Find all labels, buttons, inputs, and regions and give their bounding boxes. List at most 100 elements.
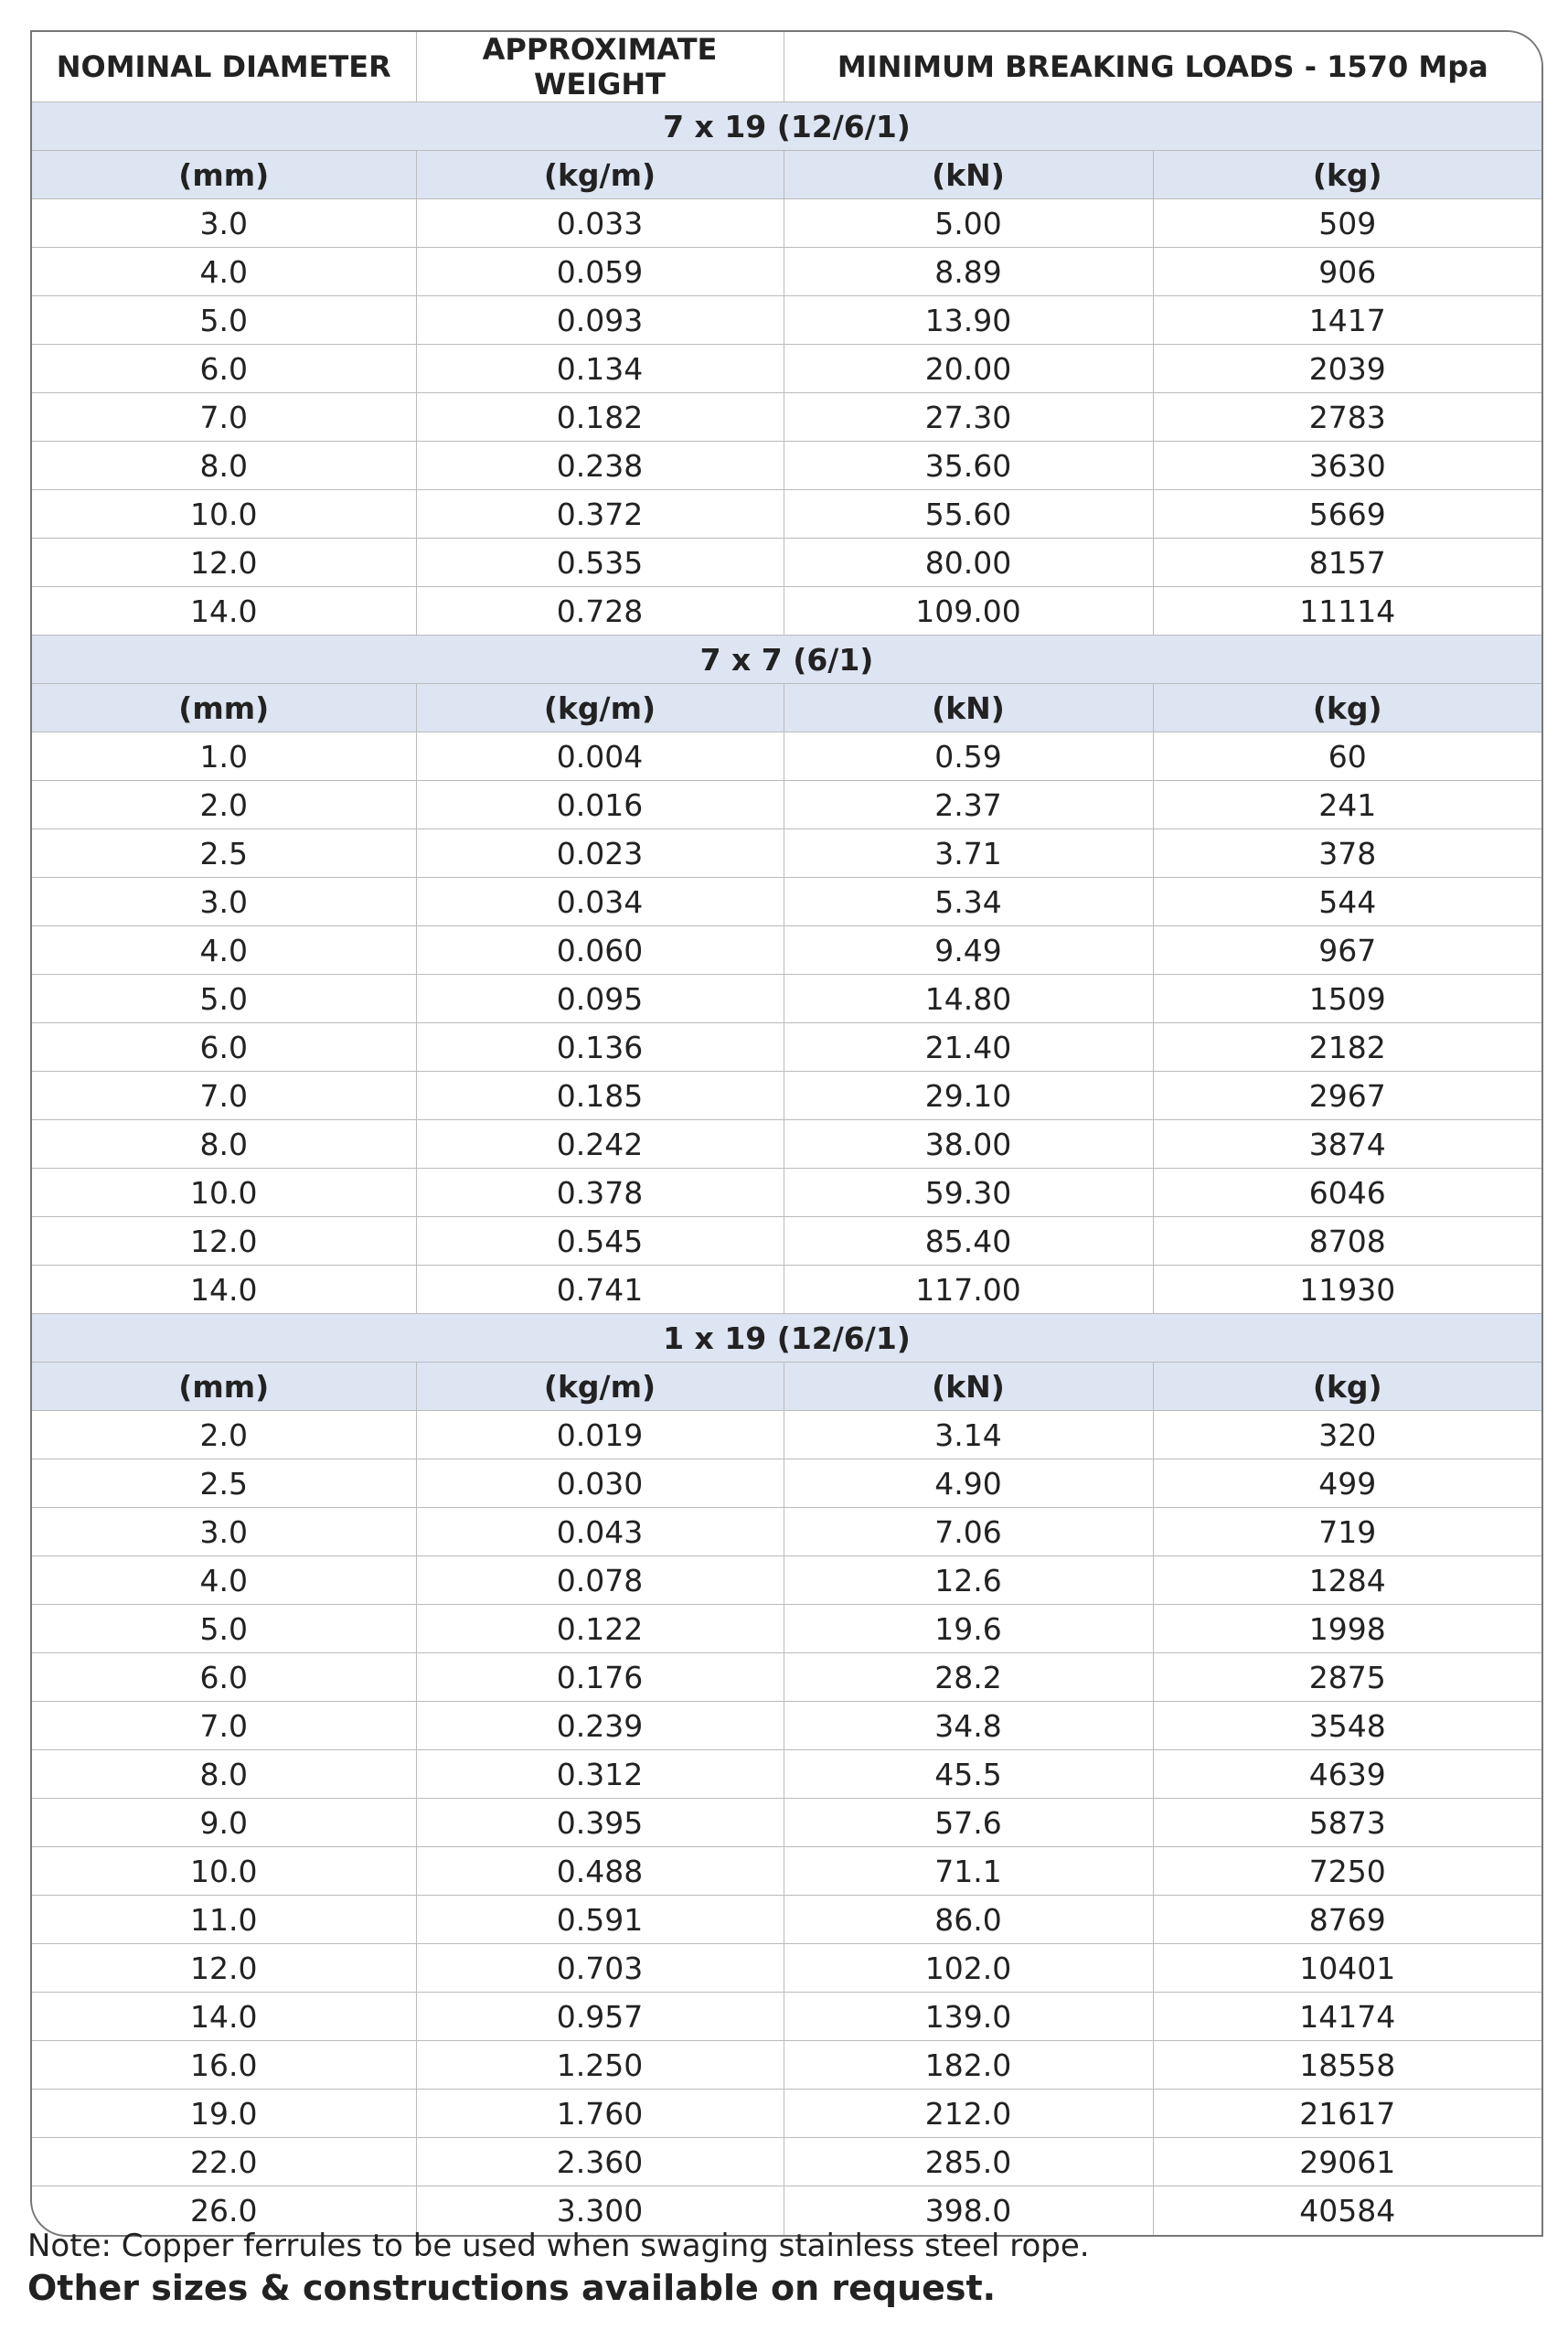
- cell: 0.488: [415, 1846, 784, 1896]
- cell: 5873: [1152, 1798, 1541, 1847]
- data-row: 14.0 0.728 109.00 11114: [32, 586, 1541, 636]
- cell: 0.312: [415, 1749, 784, 1799]
- rope-table: NOMINAL DIAMETER APPROXIMATE WEIGHT MINIMU…: [32, 32, 1541, 2235]
- cell: 14.0: [32, 586, 416, 636]
- hd-row: NOMINAL DIAMETER APPROXIMATE WEIGHT MINIMU…: [32, 32, 1541, 102]
- cell: 1.250: [415, 2040, 784, 2090]
- data-row: 3.0 0.033 5.00 509: [32, 198, 1541, 248]
- cell: 14.80: [783, 974, 1153, 1023]
- cell: 967: [1152, 925, 1541, 975]
- cell: 29.10: [783, 1071, 1153, 1120]
- cell: 2.5: [32, 828, 416, 878]
- cell: 6.0: [32, 1652, 416, 1702]
- cell: 14.0: [32, 1992, 416, 2041]
- data-row: 16.0 1.250 182.0 18558: [32, 2040, 1541, 2090]
- data-row: 19.0 1.760 212.0 21617: [32, 2089, 1541, 2138]
- cell: 906: [1152, 247, 1541, 296]
- cell: 34.8: [783, 1701, 1153, 1750]
- data-row: 3.0 0.034 5.34 544: [32, 877, 1541, 926]
- data-row: 6.0 0.134 20.00 2039: [32, 344, 1541, 393]
- cell: 6.0: [32, 344, 416, 393]
- cell: 5.0: [32, 974, 416, 1023]
- data-row: 4.0 0.060 9.49 967: [32, 925, 1541, 975]
- cell: 9.0: [32, 1798, 416, 1847]
- cell: 0.095: [415, 974, 784, 1023]
- cell: 117.00: [783, 1265, 1153, 1314]
- cell: 0.545: [415, 1216, 784, 1266]
- cell: 2.0: [32, 1410, 416, 1459]
- cell: 10.0: [32, 1168, 416, 1217]
- cell: 0.182: [415, 392, 784, 442]
- cell: 1.760: [415, 2089, 784, 2138]
- data-row: 5.0 0.122 19.6 1998: [32, 1604, 1541, 1653]
- cell: 3.0: [32, 877, 416, 926]
- cell: 2783: [1152, 392, 1541, 442]
- data-row: 1.0 0.004 0.59 60: [32, 732, 1541, 781]
- unit-header: (kN): [783, 1362, 1153, 1411]
- cell: 8769: [1152, 1895, 1541, 1944]
- cell: 20.00: [783, 344, 1153, 393]
- cell: 5.34: [783, 877, 1153, 926]
- cell: 38.00: [783, 1119, 1153, 1169]
- cell: 182.0: [783, 2040, 1153, 2090]
- cell: 5.0: [32, 1604, 416, 1653]
- cell: 11.0: [32, 1895, 416, 1944]
- cell: 10.0: [32, 1846, 416, 1896]
- unit-header: (mm): [32, 683, 416, 732]
- cell: 544: [1152, 877, 1541, 926]
- cell: 10401: [1152, 1943, 1541, 1993]
- cell: 5669: [1152, 489, 1541, 539]
- cell: 0.242: [415, 1119, 784, 1169]
- cell: 11114: [1152, 586, 1541, 636]
- data-row: 2.5 0.023 3.71 378: [32, 828, 1541, 878]
- data-row: 4.0 0.059 8.89 906: [32, 247, 1541, 296]
- cell: 0.030: [415, 1459, 784, 1508]
- cell: 8708: [1152, 1216, 1541, 1266]
- cell: 14.0: [32, 1265, 416, 1314]
- cell: 499: [1152, 1459, 1541, 1508]
- cell: 29061: [1152, 2137, 1541, 2186]
- data-row: 12.0 0.535 80.00 8157: [32, 538, 1541, 587]
- data-row: 10.0 0.372 55.60 5669: [32, 489, 1541, 539]
- cell: 139.0: [783, 1992, 1153, 2041]
- unit-header: (kg/m): [415, 150, 784, 199]
- cell: 8.89: [783, 247, 1153, 296]
- cell: 509: [1152, 198, 1541, 248]
- cell: 719: [1152, 1507, 1541, 1556]
- cell: 11930: [1152, 1265, 1541, 1314]
- cell: 12.0: [32, 1943, 416, 1993]
- cell: 0.033: [415, 198, 784, 248]
- unit-header: (kN): [783, 683, 1153, 732]
- un-row: (mm) (kg/m) (kN) (kg): [32, 683, 1541, 732]
- data-row: 2.0 0.019 3.14 320: [32, 1410, 1541, 1459]
- cell: 1998: [1152, 1604, 1541, 1653]
- cell: 12.6: [783, 1555, 1153, 1605]
- cell: 19.6: [783, 1604, 1153, 1653]
- cell: 0.060: [415, 925, 784, 975]
- cell: 60: [1152, 732, 1541, 781]
- cell: 3.14: [783, 1410, 1153, 1459]
- cell: 4.0: [32, 925, 416, 975]
- cell: 21617: [1152, 2089, 1541, 2138]
- cell: 10.0: [32, 489, 416, 539]
- cell: 3874: [1152, 1119, 1541, 1169]
- cell: 241: [1152, 780, 1541, 829]
- cell: 0.59: [783, 732, 1153, 781]
- cell: 0.176: [415, 1652, 784, 1702]
- cell: 1417: [1152, 295, 1541, 345]
- cell: 1284: [1152, 1555, 1541, 1605]
- cell: 4.0: [32, 247, 416, 296]
- cell: 0.703: [415, 1943, 784, 1993]
- data-row: 4.0 0.078 12.6 1284: [32, 1555, 1541, 1605]
- cell: 2.0: [32, 780, 416, 829]
- section-title: 7 x 7 (6/1): [32, 635, 1541, 684]
- cell: 71.1: [783, 1846, 1153, 1896]
- data-row: 8.0 0.238 35.60 3630: [32, 441, 1541, 490]
- data-row: 10.0 0.488 71.1 7250: [32, 1846, 1541, 1896]
- cell: 0.034: [415, 877, 784, 926]
- cell: 9.49: [783, 925, 1153, 975]
- cell: 59.30: [783, 1168, 1153, 1217]
- data-row: 22.0 2.360 285.0 29061: [32, 2137, 1541, 2186]
- cell: 4.90: [783, 1459, 1153, 1508]
- cell: 3630: [1152, 441, 1541, 490]
